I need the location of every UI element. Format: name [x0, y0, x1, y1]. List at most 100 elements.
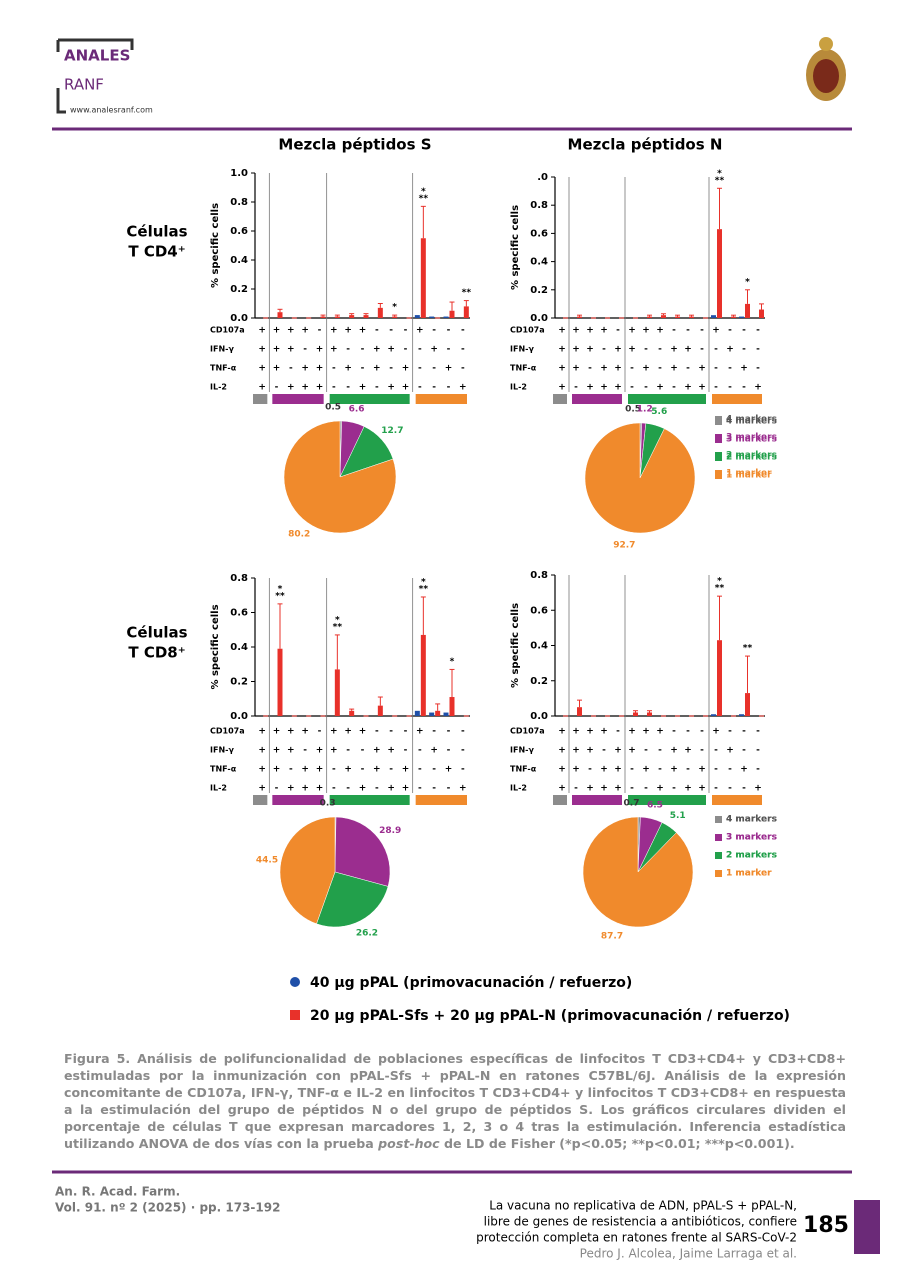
pie-value-label: 44.5	[256, 856, 278, 866]
y-tick-label: 0.0	[230, 711, 248, 722]
marker-sign: +	[273, 727, 281, 737]
marker-sign: +	[287, 326, 295, 336]
marker-sign: -	[318, 326, 322, 336]
legend-swatch	[715, 452, 722, 459]
marker-sign: +	[258, 784, 266, 794]
marker-sign: +	[287, 784, 295, 794]
legend-label: 1 marker	[726, 469, 772, 479]
marker-sign: -	[658, 364, 662, 374]
y-tick-label: 0.6	[530, 605, 548, 616]
pie-value-label: 26.2	[356, 929, 378, 939]
group-bar	[415, 795, 467, 805]
marker-sign: +	[600, 326, 608, 336]
marker-sign: +	[344, 727, 352, 737]
marker-sign: -	[289, 364, 293, 374]
legend-label: 3 markers	[726, 435, 777, 445]
y-tick-label: 0.8	[530, 200, 548, 211]
marker-sign: -	[303, 345, 307, 355]
marker-sign: +	[642, 765, 650, 775]
bar	[647, 712, 652, 716]
bar	[277, 312, 283, 318]
marker-sign: -	[303, 746, 307, 756]
marker-sign: -	[672, 326, 676, 336]
significance: **	[275, 591, 285, 601]
marker-sign: +	[402, 784, 410, 794]
logo-url: www.analesranf.com	[70, 106, 153, 115]
marker-sign: -	[432, 364, 436, 374]
legend-label: 2 markers	[726, 453, 777, 463]
pie-value-label: 1.2	[637, 405, 653, 415]
marker-sign: +	[359, 326, 367, 336]
marker-sign: -	[714, 746, 718, 756]
marker-sign: -	[432, 326, 436, 336]
y-tick-label: 0.4	[530, 641, 548, 652]
legend-swatch	[715, 434, 722, 441]
significance: *	[450, 657, 455, 667]
marker-sign: -	[756, 364, 760, 374]
marker-sign: +	[642, 364, 650, 374]
marker-sign: +	[698, 364, 706, 374]
marker-sign: -	[714, 364, 718, 374]
significance: *	[717, 577, 722, 587]
legend-swatch	[715, 470, 722, 477]
marker-sign: -	[630, 765, 634, 775]
marker-sign: -	[700, 326, 704, 336]
marker-sign: -	[630, 383, 634, 393]
marker-sign: -	[275, 383, 279, 393]
marker-sign: -	[714, 784, 718, 794]
marker-sign: -	[346, 784, 350, 794]
marker-sign: +	[430, 345, 438, 355]
marker-sign: +	[726, 746, 734, 756]
caption-text: Figura 5. Análisis de polifuncionalidad …	[64, 1051, 846, 1151]
y-tick-label: 0.6	[230, 226, 248, 237]
bar	[739, 316, 744, 318]
legend-label: 4 markers	[726, 815, 777, 825]
bar	[463, 306, 469, 318]
marker-sign: +	[614, 784, 622, 794]
bar	[377, 307, 383, 318]
legend-label: 4 markers	[726, 815, 777, 825]
marker-sign: +	[459, 784, 467, 794]
marker-sign: +	[740, 364, 748, 374]
marker-sign: -	[728, 784, 732, 794]
marker-sign: -	[461, 727, 465, 737]
bar	[577, 316, 582, 318]
marker-sign: +	[754, 383, 762, 393]
marker-sign: -	[630, 784, 634, 794]
bar	[711, 315, 716, 318]
marker-sign: +	[558, 345, 566, 355]
marker-sign: -	[602, 345, 606, 355]
row-label: T CD4⁺	[128, 243, 185, 261]
marker-sign: +	[698, 765, 706, 775]
marker-sign: -	[700, 746, 704, 756]
pie-slice	[582, 816, 694, 928]
marker-sign: +	[258, 765, 266, 775]
marker-sign: -	[332, 784, 336, 794]
marker-sign: -	[418, 364, 422, 374]
pie-slice	[334, 816, 391, 887]
bar	[420, 634, 426, 716]
marker-sign: -	[461, 746, 465, 756]
bar	[717, 640, 722, 716]
marker-sign: +	[373, 345, 381, 355]
marker-sign: +	[698, 383, 706, 393]
marker-sign: +	[614, 364, 622, 374]
marker-sign: -	[332, 765, 336, 775]
y-tick-label: .0	[537, 172, 548, 183]
y-tick-label: 0.2	[230, 284, 248, 295]
marker-sign: -	[686, 765, 690, 775]
marker-sign: +	[287, 727, 295, 737]
bar	[745, 693, 750, 716]
marker-sign: -	[332, 364, 336, 374]
legend-label: 20 µg pPAL-Sfs + 20 µg pPAL-N (primovacu…	[310, 1008, 790, 1024]
marker-sign: +	[628, 746, 636, 756]
marker-sign: +	[684, 746, 692, 756]
bar	[577, 707, 582, 716]
marker-sign: +	[316, 364, 324, 374]
marker-sign: -	[389, 364, 393, 374]
y-tick-label: 0.6	[530, 228, 548, 239]
marker-sign: -	[418, 784, 422, 794]
bar	[443, 712, 449, 716]
marker-sign: +	[287, 746, 295, 756]
marker-sign: -	[275, 784, 279, 794]
